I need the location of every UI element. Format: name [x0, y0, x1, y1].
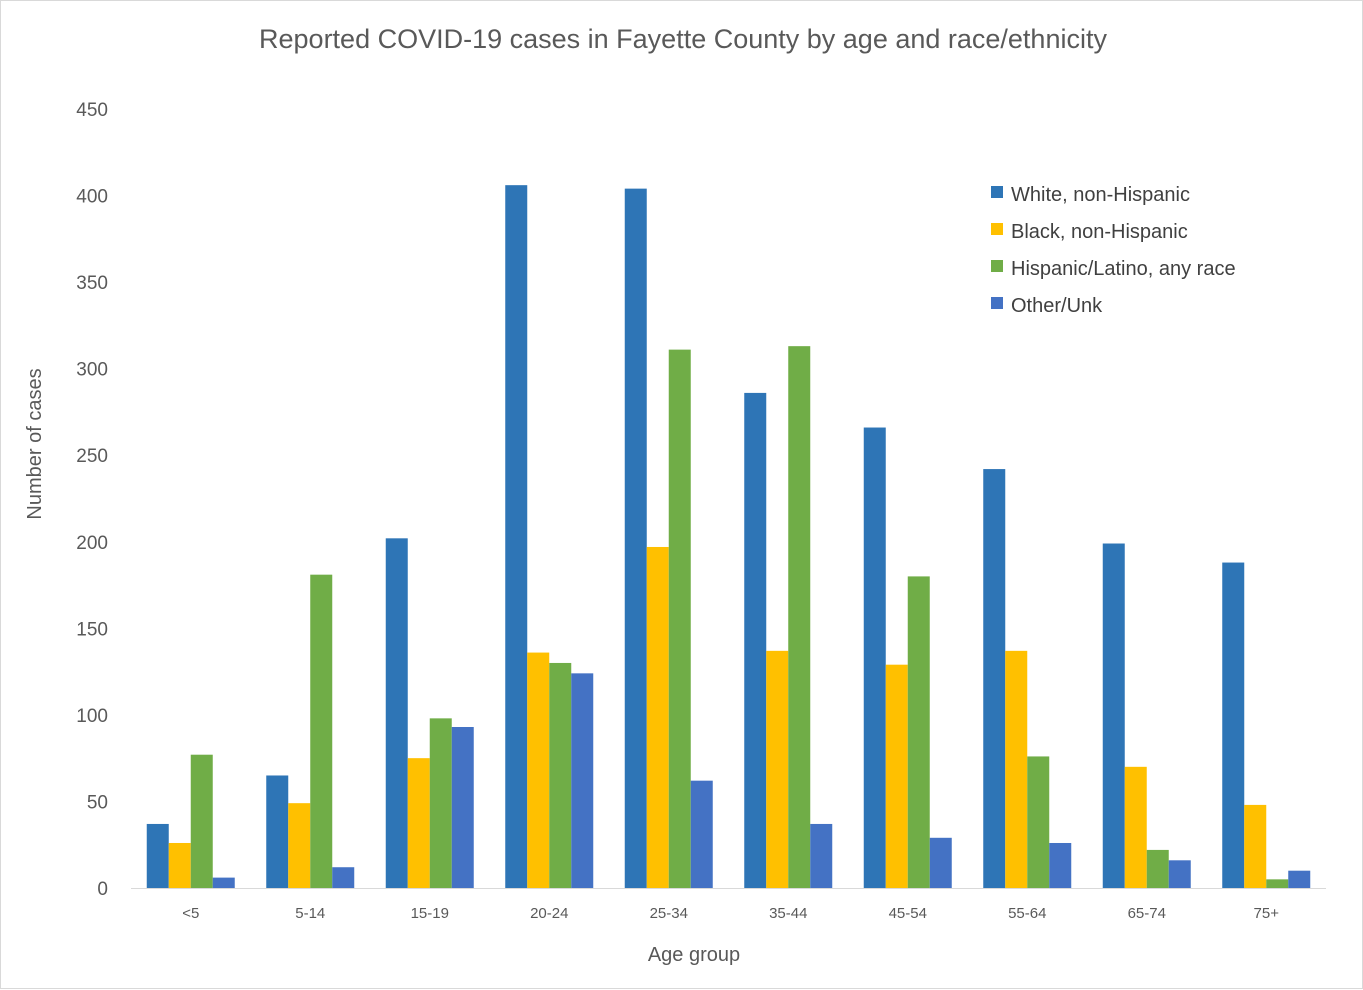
bar	[266, 775, 289, 888]
bar	[1049, 842, 1072, 888]
bar	[929, 837, 952, 888]
x-tick-label: 65-74	[1128, 905, 1166, 922]
bar	[1266, 879, 1289, 888]
bars-group	[146, 185, 1311, 888]
y-tick-label: 400	[76, 187, 108, 208]
x-tick-label: 45-54	[889, 905, 927, 922]
bar	[190, 754, 213, 888]
x-tick-label: 35-44	[769, 905, 807, 922]
y-tick-label: 0	[97, 879, 108, 900]
x-tick-label: 15-19	[411, 905, 449, 922]
bar	[407, 758, 430, 888]
bar	[1288, 870, 1311, 888]
legend-label: White, non-Hispanic	[1011, 184, 1190, 206]
bar	[310, 574, 333, 888]
bar	[810, 823, 833, 888]
bar	[690, 780, 713, 888]
bar	[168, 842, 191, 888]
legend: White, non-Hispanic Black, non-Hispanic Hi…	[991, 184, 1236, 317]
x-tick-label: 55-64	[1008, 905, 1046, 922]
bar	[646, 546, 669, 888]
bar	[668, 349, 691, 888]
legend-swatch	[991, 223, 1003, 235]
x-tick-label: 5-14	[295, 905, 325, 922]
bar	[624, 188, 647, 888]
x-tick-label: <5	[182, 905, 199, 922]
bar	[1005, 650, 1028, 888]
bar	[788, 346, 811, 888]
bar	[885, 664, 908, 888]
bar	[288, 803, 311, 888]
bar	[983, 469, 1006, 888]
y-tick-label: 300	[76, 360, 108, 381]
bar	[1124, 766, 1147, 888]
bar	[527, 652, 550, 888]
x-axis-label: Age group	[648, 944, 740, 966]
y-tick-label: 200	[76, 533, 108, 554]
bar	[505, 185, 528, 888]
y-axis-label: Number of cases	[24, 368, 46, 519]
bar	[863, 427, 886, 888]
bar	[1102, 543, 1125, 888]
bar	[332, 867, 355, 888]
chart-title: Reported COVID-19 cases in Fayette Count…	[259, 24, 1107, 54]
legend-label: Hispanic/Latino, any race	[1011, 258, 1236, 280]
bar	[146, 823, 169, 888]
x-axis-ticks: <5 5-14 15-19 20-24 25-34 35-44 45-54 55-64 65-7…	[182, 905, 1279, 922]
bar	[1146, 849, 1169, 888]
x-tick-label: 75+	[1254, 905, 1280, 922]
y-tick-label: 450	[76, 100, 108, 121]
x-tick-label: 20-24	[530, 905, 568, 922]
bar	[1222, 562, 1245, 888]
bar	[549, 662, 572, 888]
bar	[571, 673, 594, 888]
y-tick-label: 50	[87, 792, 108, 813]
y-tick-label: 350	[76, 273, 108, 294]
legend-swatch	[991, 260, 1003, 272]
bar	[1168, 860, 1191, 888]
y-axis-ticks: 0 50 100 150 200 250 300 350 400 450	[76, 100, 108, 900]
legend-swatch	[991, 186, 1003, 198]
bar	[744, 392, 767, 888]
bar	[385, 538, 408, 888]
x-tick-label: 25-34	[650, 905, 688, 922]
bar	[1244, 804, 1267, 888]
legend-label: Black, non-Hispanic	[1011, 221, 1188, 243]
y-tick-label: 150	[76, 619, 108, 640]
legend-label: Other/Unk	[1011, 295, 1103, 317]
bar	[1027, 756, 1050, 888]
bar	[766, 650, 789, 888]
bar	[429, 718, 452, 888]
y-tick-label: 100	[76, 706, 108, 727]
legend-swatch	[991, 297, 1003, 309]
y-tick-label: 250	[76, 446, 108, 467]
bar	[907, 576, 930, 888]
bar	[451, 727, 474, 888]
bar	[212, 877, 235, 888]
